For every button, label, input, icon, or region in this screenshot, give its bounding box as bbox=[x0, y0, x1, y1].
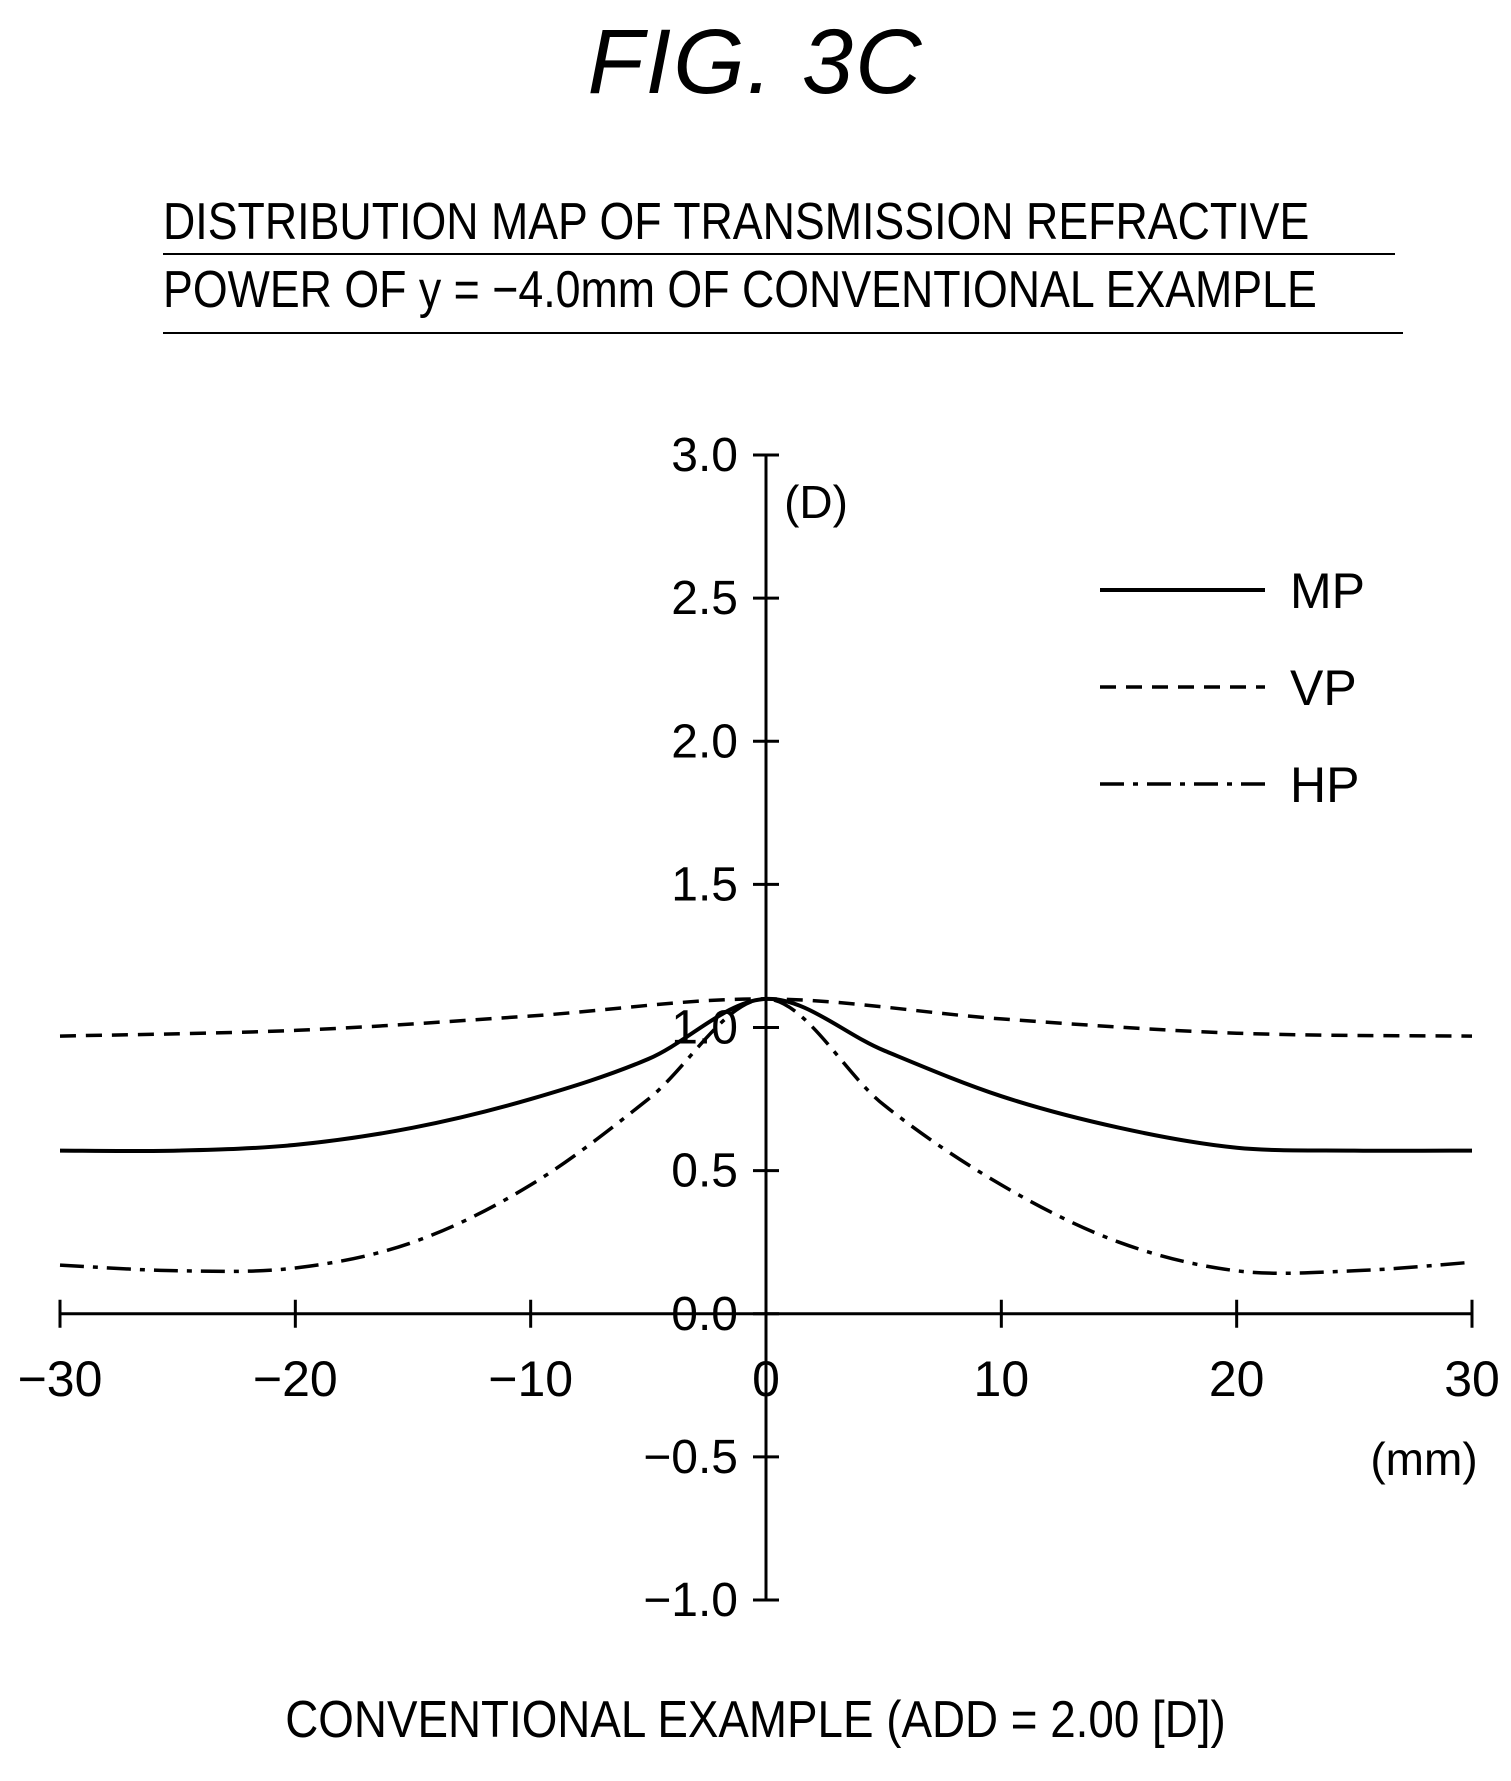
y-tick-label: 2.0 bbox=[671, 715, 738, 768]
x-tick-label: −10 bbox=[488, 1351, 573, 1407]
figure-label: FIG. 3C bbox=[587, 11, 924, 113]
legend-label-vp: VP bbox=[1290, 660, 1357, 716]
legend-label-mp: MP bbox=[1290, 563, 1365, 619]
chart-title-line-1: DISTRIBUTION MAP OF TRANSMISSION REFRACT… bbox=[163, 193, 1310, 251]
y-tick-label: 2.5 bbox=[671, 572, 738, 625]
x-tick-label: 30 bbox=[1444, 1351, 1500, 1407]
x-axis-unit-label: (mm) bbox=[1370, 1433, 1477, 1485]
y-axis-unit-label: (D) bbox=[784, 476, 848, 528]
chart-title: DISTRIBUTION MAP OF TRANSMISSION REFRACT… bbox=[163, 188, 1403, 324]
y-tick-label: −0.5 bbox=[643, 1431, 738, 1484]
legend-label-hp: HP bbox=[1290, 757, 1359, 813]
legend: MP VP HP bbox=[1100, 563, 1365, 813]
title-underline-2 bbox=[163, 332, 1403, 334]
y-tick-label: 1.5 bbox=[671, 858, 738, 911]
x-tick-label: 10 bbox=[974, 1351, 1030, 1407]
x-tick-label: −20 bbox=[253, 1351, 338, 1407]
series-line-vp bbox=[59, 997, 1473, 1038]
title-underline-1 bbox=[163, 253, 1395, 255]
series-layer bbox=[59, 996, 1473, 1276]
axes: 3.02.52.01.51.00.50.0−0.5−1.0−30 −20 −10 0 1… bbox=[18, 429, 1500, 1627]
y-tick-label: −1.0 bbox=[643, 1574, 738, 1627]
x-tick-label: 20 bbox=[1209, 1351, 1265, 1407]
y-tick-label: 0.0 bbox=[671, 1288, 738, 1341]
y-tick-label: 0.5 bbox=[671, 1145, 738, 1198]
figure-caption: CONVENTIONAL EXAMPLE (ADD = 2.00 [D]) bbox=[285, 1691, 1226, 1749]
chart-title-line-2: POWER OF y = −4.0mm OF CONVENTIONAL EXAM… bbox=[163, 261, 1317, 319]
series-line-hp bbox=[59, 997, 1473, 1276]
x-tick-label: 0 bbox=[752, 1351, 780, 1407]
y-tick-label: 3.0 bbox=[671, 429, 738, 482]
x-tick-label: −30 bbox=[18, 1351, 103, 1407]
